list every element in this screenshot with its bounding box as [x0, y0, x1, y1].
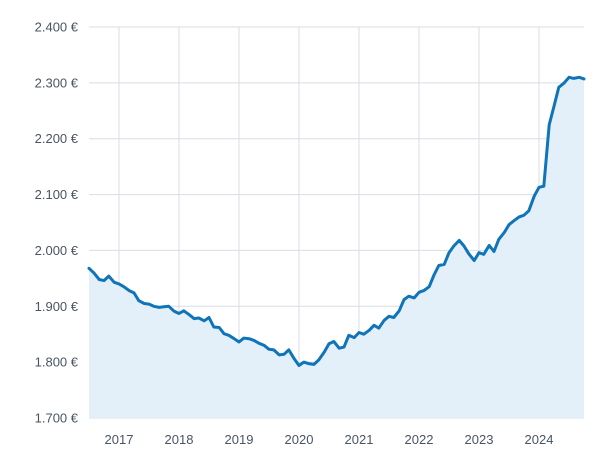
x-tick-label: 2023	[465, 432, 494, 447]
area-layer	[89, 77, 584, 419]
x-axis: 2017 2018 2019 2020 2021 2022 2023 2024	[105, 432, 554, 447]
x-tick-label: 2019	[225, 432, 254, 447]
series-area	[89, 77, 584, 419]
x-tick-label: 2022	[405, 432, 434, 447]
x-tick-label: 2018	[165, 432, 194, 447]
y-tick-label: 2.400 €	[35, 20, 79, 35]
y-tick-label: 1.700 €	[35, 411, 79, 426]
y-tick-label: 2.100 €	[35, 187, 79, 202]
series-line	[87, 75, 586, 367]
y-tick-label: 1.900 €	[35, 299, 79, 314]
y-tick-label: 1.800 €	[35, 355, 79, 370]
y-tick-label: 2.300 €	[35, 75, 79, 90]
y-axis: 1.700 € 1.800 € 1.900 € 2.000 € 2.100 € 2.200…	[35, 20, 79, 426]
x-tick-label: 2017	[105, 432, 134, 447]
y-tick-label: 2.200 €	[35, 131, 79, 146]
x-tick-label: 2024	[525, 432, 554, 447]
x-tick-label: 2021	[345, 432, 374, 447]
line-layer	[87, 75, 586, 367]
x-tick-label: 2020	[285, 432, 314, 447]
y-tick-label: 2.000 €	[35, 243, 79, 258]
